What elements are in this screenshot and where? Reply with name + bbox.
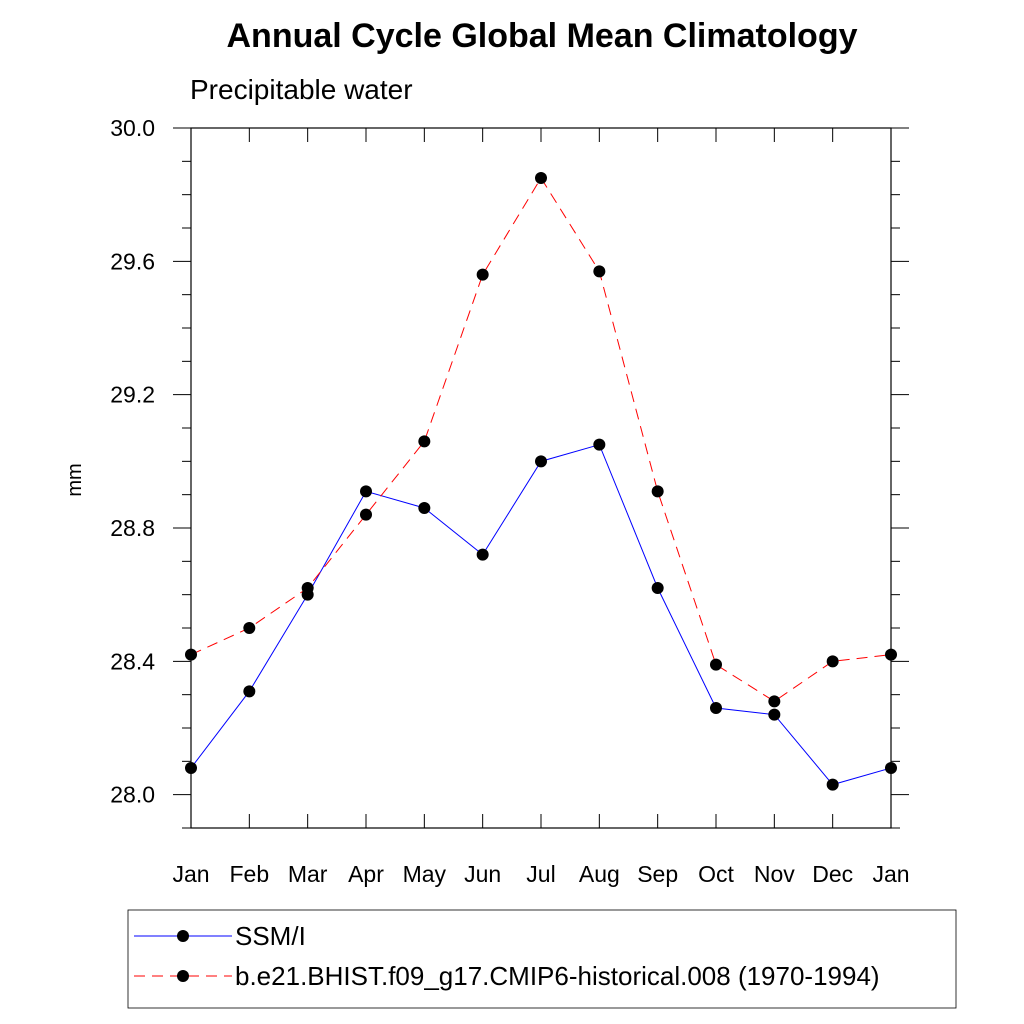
y-tick-label: 28.4 <box>110 648 155 674</box>
series-2-point <box>768 695 781 708</box>
y-tick-label: 28.0 <box>110 782 155 808</box>
x-tick-label: Jan <box>172 861 209 887</box>
x-tick-label: May <box>403 861 447 887</box>
legend-swatch-marker-1 <box>177 930 189 942</box>
series-2-point <box>185 648 197 661</box>
chart-subtitle: Precipitable water <box>190 74 413 105</box>
series-1-point <box>360 485 372 498</box>
y-tick-label: 29.2 <box>110 382 155 408</box>
x-tick-label: Dec <box>812 861 853 887</box>
series-1-point <box>885 762 897 774</box>
series-2-point <box>360 508 372 521</box>
x-tick-label: Mar <box>288 861 328 887</box>
y-tick-label: 28.8 <box>110 515 155 541</box>
series-1-point <box>243 685 256 698</box>
legend-label-1: SSM/I <box>235 921 306 951</box>
x-tick-label: Jan <box>872 861 909 887</box>
series-2-point <box>476 268 489 281</box>
legend-swatch-marker-2 <box>177 970 189 982</box>
series-1-point <box>476 548 489 561</box>
x-tick-label: Feb <box>230 861 270 887</box>
series-1-point <box>768 708 781 721</box>
series-2-point <box>243 622 256 634</box>
series-1-point <box>593 438 606 451</box>
series-2-point <box>651 485 664 498</box>
x-tick-label: Apr <box>348 861 384 887</box>
series-1-point <box>710 702 722 714</box>
y-tick-label: 30.0 <box>110 115 155 141</box>
x-tick-label: Aug <box>579 861 620 887</box>
x-tick-label: Sep <box>637 861 678 887</box>
x-tick-label: Jun <box>464 861 501 887</box>
series-1-point <box>826 778 839 791</box>
y-tick-label: 29.6 <box>110 248 155 274</box>
series-line-2 <box>190 177 892 702</box>
x-tick-label: Oct <box>698 861 734 887</box>
series-1-point <box>535 455 547 468</box>
series-1-point <box>185 762 197 774</box>
series-2-point <box>418 435 431 448</box>
legend-label-2: b.e21.BHIST.f09_g17.CMIP6-historical.008… <box>235 961 880 991</box>
series-2-point <box>535 172 547 184</box>
y-axis-label: mm <box>64 463 86 496</box>
x-tick-label: Nov <box>754 861 795 887</box>
series-line-1 <box>190 444 892 786</box>
x-tick-label: Jul <box>526 861 555 887</box>
plot-frame <box>190 127 892 829</box>
chart-title: Annual Cycle Global Mean Climatology <box>227 17 858 55</box>
series-2-point <box>885 648 897 661</box>
series-2-point <box>710 658 722 671</box>
series-2-point <box>301 582 314 594</box>
series-2-point <box>826 655 839 668</box>
series-2-point <box>593 265 606 278</box>
legend-box <box>127 909 957 1009</box>
series-1-point <box>651 582 664 594</box>
series-1-point <box>418 502 431 514</box>
